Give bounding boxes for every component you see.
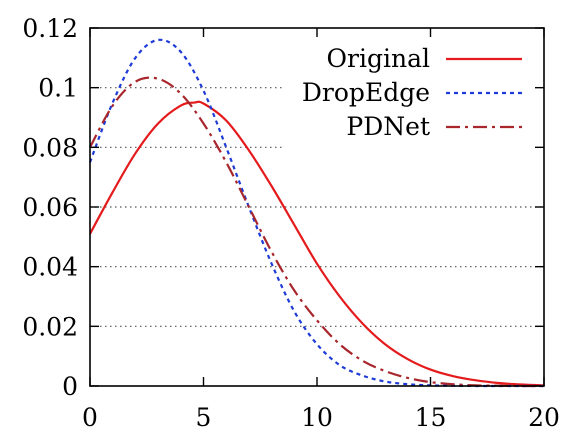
series-line-pdnet	[89, 76, 545, 388]
y-tick-label-5: 0.1	[38, 74, 78, 103]
y-tick-label-0: 0	[62, 372, 78, 401]
plot-frame	[89, 27, 545, 387]
x-tick-label-2: 10	[301, 403, 333, 432]
y-tick-label-6: 0.12	[22, 14, 78, 43]
legend: Original DropEdge PDNet	[302, 44, 522, 141]
legend-label-original: Original	[327, 44, 430, 73]
x-tick-label-3: 15	[415, 403, 447, 432]
y-tick-label-2: 0.04	[22, 253, 78, 282]
series-line-original	[89, 100, 545, 387]
y-tick-label-1: 0.02	[22, 312, 78, 341]
x-tick-label-4: 20	[528, 403, 560, 432]
y-tick-label-3: 0.06	[22, 193, 78, 222]
x-tick-label-0: 0	[82, 403, 98, 432]
legend-label-pdnet: PDNet	[346, 112, 430, 141]
grid-lines	[90, 87, 544, 327]
y-tick-label-4: 0.08	[22, 133, 78, 162]
legend-label-dropedge: DropEdge	[302, 78, 430, 107]
tick-labels: 0 5 10 15 20 0 0.02 0.04 0.06 0.08 0.1 0.12	[22, 14, 560, 432]
x-tick-label-1: 5	[196, 403, 212, 432]
